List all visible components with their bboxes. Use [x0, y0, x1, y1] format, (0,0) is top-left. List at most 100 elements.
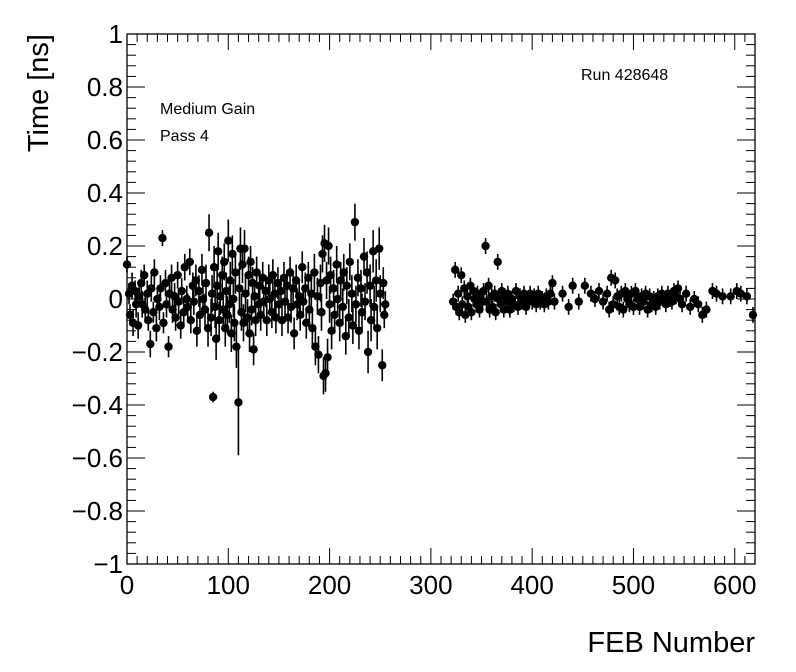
point-marker: [161, 278, 170, 288]
point-marker: [338, 302, 347, 312]
point-marker: [308, 323, 317, 333]
data-point: [574, 293, 583, 310]
point-marker: [283, 313, 293, 322]
point-marker: [336, 276, 345, 285]
data-point: [378, 349, 387, 382]
point-marker: [247, 305, 256, 314]
data-point: [344, 299, 354, 337]
data-point: [249, 333, 258, 366]
data-point: [228, 235, 237, 273]
point-marker: [479, 286, 488, 296]
data-point: [365, 264, 375, 307]
point-marker: [359, 252, 369, 261]
data-point: [164, 336, 173, 358]
point-marker: [726, 292, 735, 301]
point-marker: [246, 257, 255, 267]
point-marker: [228, 249, 237, 259]
point-marker: [360, 297, 370, 306]
point-marker: [223, 310, 232, 320]
point-marker: [149, 308, 158, 317]
data-point: [192, 314, 202, 347]
point-marker: [285, 268, 295, 277]
data-point: [206, 299, 216, 337]
point-marker: [227, 329, 236, 338]
data-point: [351, 285, 361, 323]
point-marker: [311, 342, 320, 351]
point-marker: [481, 241, 490, 251]
gain-annotation: Medium Gain: [160, 101, 255, 118]
point-marker: [183, 302, 192, 312]
point-marker: [209, 263, 219, 272]
data-point: [381, 291, 390, 318]
data-point: [194, 275, 204, 307]
point-marker: [208, 392, 218, 402]
data-point: [213, 232, 223, 270]
x-tick-label: 100: [207, 570, 250, 600]
point-marker: [224, 236, 233, 245]
data-point: [619, 301, 628, 318]
data-point: [324, 227, 333, 265]
point-marker: [231, 268, 240, 277]
point-marker: [240, 244, 249, 253]
point-marker: [156, 284, 165, 293]
data-point: [144, 309, 153, 331]
point-marker: [206, 313, 216, 322]
point-marker: [195, 310, 205, 320]
data-point: [204, 214, 214, 252]
point-marker: [232, 342, 241, 351]
data-point: [375, 227, 384, 270]
data-point: [304, 261, 313, 294]
point-marker: [133, 321, 143, 330]
data-point: [155, 293, 164, 321]
point-marker: [564, 302, 573, 312]
point-marker: [243, 313, 252, 322]
data-point: [211, 317, 221, 360]
point-marker: [144, 316, 153, 325]
point-marker: [136, 278, 146, 288]
point-marker: [369, 302, 379, 312]
data-point: [234, 349, 243, 456]
point-marker: [493, 257, 502, 267]
data-point: [197, 253, 207, 286]
data-point: [230, 304, 239, 342]
data-point: [463, 288, 472, 305]
y-axis-title: Time [ns]: [23, 34, 55, 152]
data-point: [564, 299, 573, 315]
point-marker: [212, 281, 222, 290]
point-marker: [366, 316, 376, 325]
point-marker: [673, 284, 683, 293]
point-marker: [152, 323, 161, 333]
data-point: [186, 306, 196, 334]
point-marker: [381, 300, 390, 309]
point-marker: [329, 284, 338, 293]
data-point: [189, 288, 199, 315]
data-point: [369, 285, 379, 329]
point-marker: [255, 281, 264, 290]
data-point: [598, 293, 608, 310]
data-point: [345, 243, 355, 281]
point-marker: [159, 318, 168, 328]
data-point: [226, 261, 235, 299]
point-marker: [457, 270, 466, 280]
data-point: [726, 288, 735, 305]
data-point: [232, 325, 241, 368]
point-marker: [685, 302, 695, 312]
point-marker: [353, 273, 363, 282]
point-marker: [182, 294, 191, 304]
data-point: [291, 264, 301, 297]
point-marker: [222, 286, 231, 296]
data-point: [702, 301, 711, 318]
data-point: [681, 285, 691, 302]
data-point: [149, 301, 158, 323]
point-marker: [748, 310, 758, 320]
point-marker: [140, 270, 149, 280]
point-marker: [594, 286, 604, 296]
point-marker: [288, 284, 298, 293]
point-marker: [207, 289, 217, 298]
point-marker: [742, 292, 752, 301]
data-points: [122, 203, 758, 456]
point-marker: [150, 268, 159, 277]
data-point: [360, 283, 370, 321]
data-point: [379, 267, 388, 299]
